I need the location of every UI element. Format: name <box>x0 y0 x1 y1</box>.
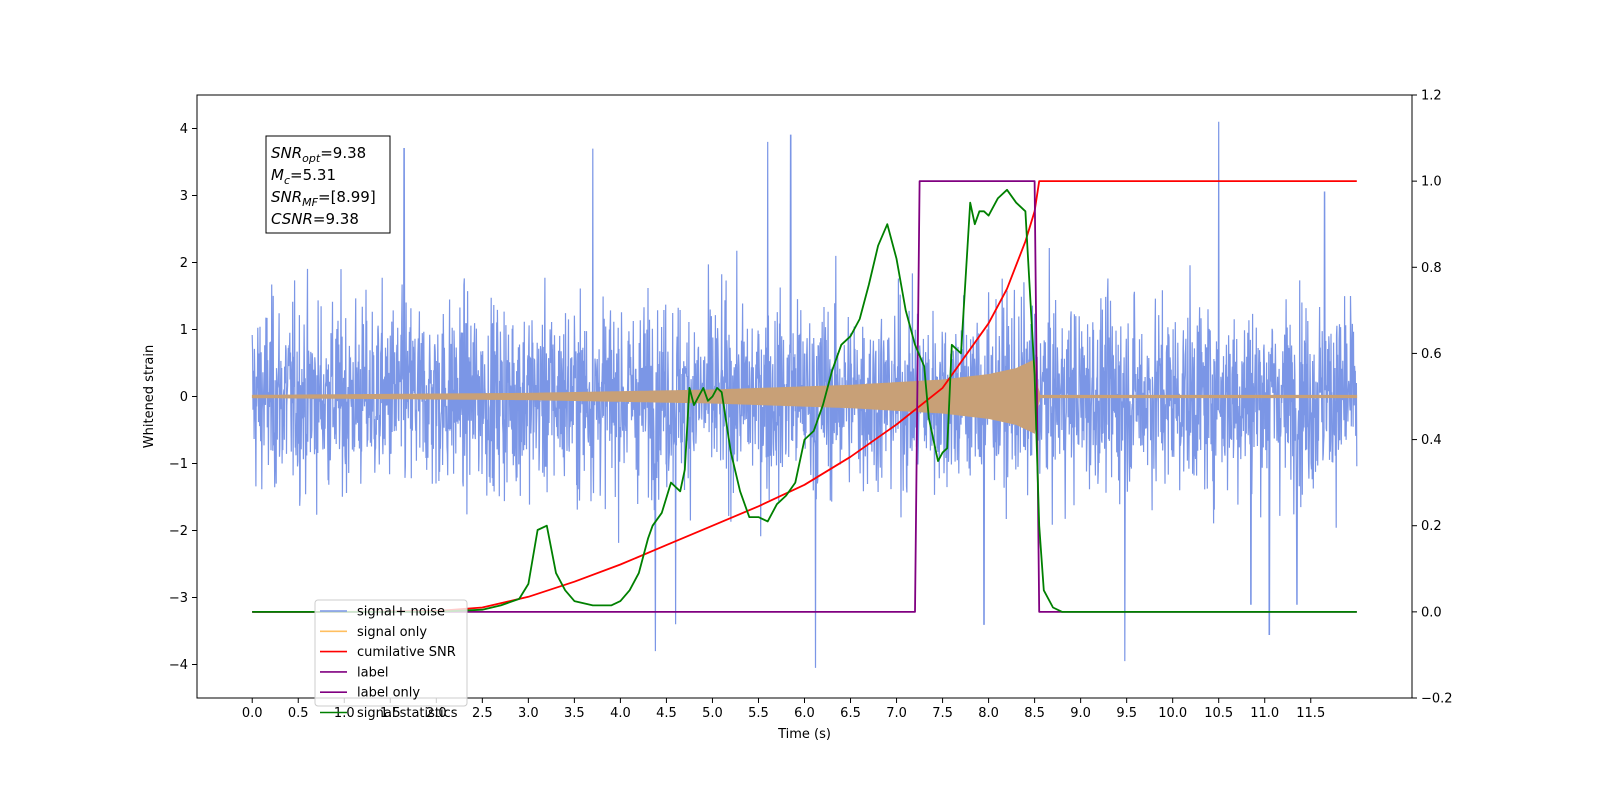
x-tick-label: 5.0 <box>702 706 723 721</box>
series-signal-only <box>251 359 1358 434</box>
series-line-signal-statistics <box>252 188 1357 613</box>
y-right-tick-label: 0.8 <box>1421 261 1442 276</box>
series-area-signal-only <box>251 359 1358 434</box>
y-right-tick-label: −0.2 <box>1421 692 1453 707</box>
y-left-tick-label: −1 <box>169 457 188 472</box>
x-tick-label: 10.5 <box>1204 706 1233 721</box>
x-tick-label: 0.5 <box>288 706 309 721</box>
annotation-line: Mc=5.31 <box>271 166 336 187</box>
x-tick-label: 8.0 <box>978 706 999 721</box>
x-axis-label: Time (s) <box>777 727 831 742</box>
x-tick-label: 8.5 <box>1024 706 1045 721</box>
x-tick-label: 1.0 <box>334 706 355 721</box>
annotation-line: SNRopt=9.38 <box>271 144 366 165</box>
x-tick-label: 2.5 <box>472 706 493 721</box>
annotation-line: SNRMF=[8.99] <box>271 188 376 209</box>
series-signal-plus-noise <box>251 121 1358 668</box>
x-tick-label: 3.0 <box>518 706 539 721</box>
legend-frame <box>314 599 468 707</box>
series-line-cumilative-snr <box>252 180 1357 613</box>
x-tick-label: 11.5 <box>1296 706 1325 721</box>
legend: signal+ noise signal only cumilative SNR la… <box>314 599 468 721</box>
y-left-tick-label: −4 <box>169 658 188 673</box>
y-left-tick-label: 1 <box>180 323 188 338</box>
x-tick-label: 11.0 <box>1250 706 1279 721</box>
right-axis-series <box>252 180 1357 613</box>
x-tick-label: 7.5 <box>932 706 953 721</box>
y-right-tick-label: 0.0 <box>1421 605 1442 620</box>
annotation-line: CSNR=9.38 <box>271 210 359 228</box>
x-tick-label: 1.5 <box>380 706 401 721</box>
y-right-tick-label: 1.2 <box>1421 89 1442 104</box>
y-left-tick-label: 0 <box>180 390 188 405</box>
x-tick-label: 6.0 <box>794 706 815 721</box>
y-right-tick-label: 1.0 <box>1421 175 1442 190</box>
y-right-tick-label: 0.2 <box>1421 519 1442 534</box>
x-tick-label: 7.0 <box>886 706 907 721</box>
legend-label-signal-noise: signal+ noise <box>357 605 445 620</box>
y-left-tick-label: 3 <box>180 189 188 204</box>
x-tick-label: 9.5 <box>1116 706 1137 721</box>
x-tick-label: 10.0 <box>1158 706 1187 721</box>
x-tick-label: 4.0 <box>610 706 631 721</box>
y-axis-right-ticks: −0.2 0.0 0.2 0.4 0.6 0.8 1.0 1.2 <box>1412 89 1453 707</box>
legend-label-signal-statistics: signal statistics <box>357 706 458 721</box>
y-right-tick-label: 0.6 <box>1421 347 1442 362</box>
x-tick-label: 5.5 <box>748 706 769 721</box>
y-axis-left-ticks: −4 −3 −2 −1 0 1 2 3 4 <box>169 122 197 673</box>
x-tick-label: 3.5 <box>564 706 585 721</box>
x-tick-label: 2.0 <box>426 706 447 721</box>
legend-label-label: label <box>357 665 388 680</box>
legend-label-signal-only: signal only <box>357 625 427 640</box>
x-tick-label: 0.0 <box>242 706 263 721</box>
annotation-frame <box>265 135 391 234</box>
legend-label-label-only: label only <box>357 686 420 701</box>
x-tick-label: 4.5 <box>656 706 677 721</box>
series-line-signal-plus-noise <box>251 121 1358 668</box>
y-left-tick-label: 2 <box>180 256 188 271</box>
y-left-tick-label: 4 <box>180 122 188 137</box>
y-left-tick-label: −3 <box>169 591 188 606</box>
y-axis-label: Whitened strain <box>142 345 157 448</box>
legend-label-cumilative-snr: cumilative SNR <box>357 645 456 660</box>
x-tick-label: 6.5 <box>840 706 861 721</box>
y-right-tick-label: 0.4 <box>1421 433 1442 448</box>
y-left-tick-label: −2 <box>169 524 188 539</box>
x-tick-label: 9.0 <box>1070 706 1091 721</box>
x-axis-ticks: 0.0 0.5 1.0 1.5 2.0 2.5 3.0 3.5 4.0 4.5 5.0 5.5 6.0 6… <box>242 698 1325 721</box>
